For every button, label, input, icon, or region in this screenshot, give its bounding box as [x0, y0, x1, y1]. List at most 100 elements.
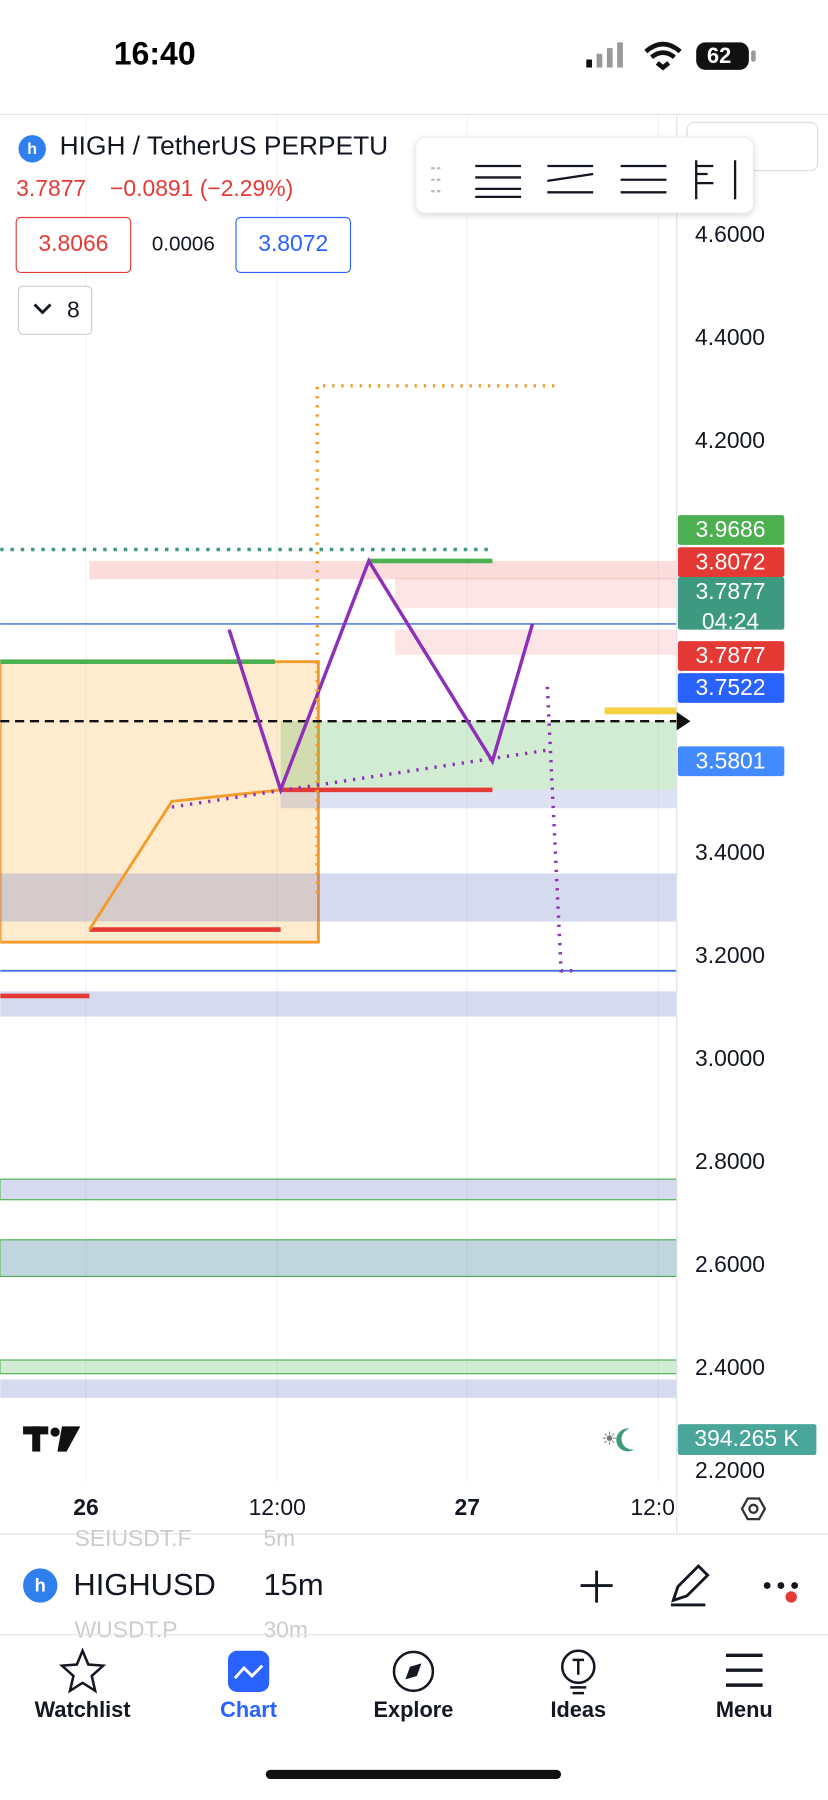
- tradingview-logo: [23, 1426, 81, 1452]
- wifi-icon: [644, 41, 682, 71]
- price-tag-label: 3.7877: [696, 578, 766, 604]
- battery-tip: [751, 50, 756, 62]
- menu-icon[interactable]: [725, 1653, 763, 1687]
- symbol-icon-letter: h: [27, 140, 37, 158]
- tool-icon[interactable]: [475, 164, 522, 199]
- sell-button[interactable]: [15, 216, 132, 274]
- battery-level: 62: [707, 43, 731, 68]
- blue-zone: [0, 1379, 677, 1398]
- add-button[interactable]: [580, 1570, 613, 1603]
- supply-zone: [89, 560, 677, 580]
- prev-interval: 5m: [263, 1525, 295, 1551]
- tool-icon[interactable]: [547, 164, 594, 194]
- explore-icon[interactable]: [392, 1650, 435, 1693]
- chevron: [33, 303, 52, 315]
- tool-icon[interactable]: [620, 164, 667, 194]
- prev-symbol: SEIUSDT.F: [75, 1525, 192, 1551]
- drawing-toolbar: [415, 136, 754, 214]
- chart-glyph: [233, 1664, 264, 1680]
- settings-icon: [748, 1503, 759, 1514]
- demand-zone: [280, 721, 677, 790]
- draw-button[interactable]: [671, 1564, 710, 1607]
- y-tick-label: 4.2000: [695, 427, 765, 453]
- ideas-glyph: [570, 1658, 587, 1695]
- y-tick-label: 4.4000: [695, 324, 765, 350]
- y-tick-label: 2.8000: [695, 1148, 765, 1174]
- price-tag: [677, 673, 785, 703]
- settings-icon[interactable]: [740, 1497, 767, 1521]
- tool-icon[interactable]: [695, 160, 737, 200]
- ideas-icon[interactable]: [560, 1649, 596, 1685]
- signal-icon: [586, 42, 623, 68]
- blue-zone: [0, 873, 677, 922]
- blue-zone: [0, 991, 677, 1017]
- theme-icon[interactable]: ☀: [601, 1428, 617, 1449]
- spread: 0.0006: [152, 232, 215, 255]
- head-shoulders: [227, 557, 535, 796]
- green-zone: [0, 1239, 677, 1277]
- next-interval: 30m: [263, 1616, 308, 1642]
- watchlist-icon[interactable]: [58, 1647, 107, 1694]
- price-tag-label: 3.8072: [696, 548, 766, 574]
- price-tag-label: 3.7522: [696, 674, 766, 700]
- green-zone: [0, 1359, 677, 1375]
- price-tag: [677, 547, 785, 577]
- price-tag: [677, 515, 785, 545]
- price-arrow: [676, 712, 691, 731]
- y-tick-label: 3.0000: [695, 1045, 765, 1071]
- ask-price: 3.8072: [258, 230, 328, 256]
- x-tick-label: 12:0: [630, 1494, 675, 1520]
- y-tick-label: 3.2000: [695, 942, 765, 968]
- price-change: −0.0891 (−2.29%): [110, 175, 293, 201]
- buy-button[interactable]: [235, 216, 352, 274]
- symbol-picker[interactable]: HIGHUSD: [73, 1567, 215, 1602]
- pattern-line: [88, 788, 281, 931]
- nav-label[interactable]: Menu: [716, 1697, 773, 1722]
- symbol-icon: [18, 135, 46, 163]
- symbol-icon-letter: h: [35, 1574, 46, 1595]
- volume-tag-label: 394.265 K: [694, 1425, 798, 1451]
- supply-zone: [395, 578, 677, 608]
- demand-zone: [280, 789, 677, 809]
- plot-area: [0, 114, 677, 1483]
- price-tag: [677, 746, 785, 777]
- next-symbol: WUSDT.P: [75, 1616, 178, 1642]
- volume-profile: [604, 707, 677, 715]
- price-tag: [677, 641, 785, 671]
- nav-label[interactable]: Explore: [374, 1697, 454, 1722]
- y-tick-label: 4.6000: [695, 221, 765, 247]
- x-tick-label: 26: [73, 1494, 98, 1520]
- bid-price: 3.8066: [38, 230, 108, 256]
- price-tag-label: 3.5801: [696, 747, 766, 773]
- price-tag: [677, 576, 785, 630]
- interval-picker[interactable]: 15m: [263, 1567, 323, 1602]
- more-button[interactable]: [763, 1582, 799, 1603]
- symbol-title[interactable]: HIGH / TetherUS PERPETU: [60, 131, 389, 161]
- clock: 16:40: [114, 36, 196, 72]
- price-tag-label: 3.9686: [696, 516, 766, 542]
- indicators-toggle[interactable]: [17, 285, 93, 335]
- supply-zone: [395, 629, 677, 655]
- nav-label[interactable]: Ideas: [550, 1697, 606, 1722]
- nav-label[interactable]: Chart: [220, 1697, 277, 1722]
- x-tick-label: 27: [455, 1494, 480, 1520]
- indicator-count: 8: [67, 296, 80, 322]
- battery-icon: [696, 42, 749, 70]
- volume-tag: [677, 1424, 817, 1456]
- price-tag-label: 3.7877: [696, 642, 766, 668]
- y-tick-label: 2.2000: [695, 1457, 765, 1483]
- theme-icon[interactable]: [616, 1428, 635, 1452]
- target-projection: [315, 384, 562, 893]
- last-price: 3.7877: [16, 175, 86, 201]
- target-projection: [545, 686, 579, 973]
- x-tick-label: 12:00: [249, 1494, 306, 1520]
- symbol-icon: [23, 1568, 58, 1603]
- y-tick-label: 2.4000: [695, 1354, 765, 1380]
- y-tick-label: 2.6000: [695, 1251, 765, 1277]
- nav-label[interactable]: Watchlist: [35, 1697, 131, 1722]
- y-tick-label: 3.4000: [695, 839, 765, 865]
- compass: [405, 1663, 422, 1680]
